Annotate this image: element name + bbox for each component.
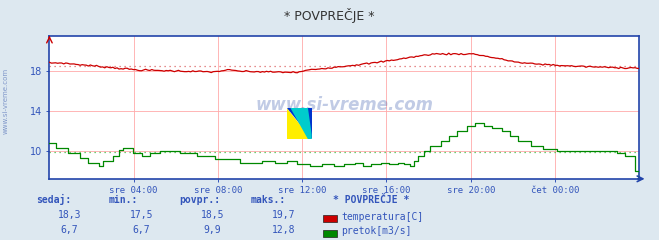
Text: min.:: min.: [109, 195, 138, 205]
Text: 18,5: 18,5 [200, 210, 224, 220]
Text: * POVPREČJE *: * POVPREČJE * [284, 8, 375, 24]
Text: pretok[m3/s]: pretok[m3/s] [341, 227, 412, 236]
Text: www.si-vreme.com: www.si-vreme.com [255, 96, 434, 114]
Text: 18,3: 18,3 [57, 210, 81, 220]
Polygon shape [287, 108, 312, 139]
Text: sedaj:: sedaj: [36, 194, 71, 205]
Text: www.si-vreme.com: www.si-vreme.com [2, 68, 9, 134]
Text: 9,9: 9,9 [204, 225, 221, 235]
Polygon shape [287, 108, 312, 139]
Text: 6,7: 6,7 [133, 225, 150, 235]
Text: 17,5: 17,5 [130, 210, 154, 220]
Text: 6,7: 6,7 [61, 225, 78, 235]
Text: maks.:: maks.: [250, 195, 285, 205]
Text: 19,7: 19,7 [272, 210, 295, 220]
Text: 12,8: 12,8 [272, 225, 295, 235]
Polygon shape [291, 108, 312, 139]
Text: temperatura[C]: temperatura[C] [341, 212, 424, 222]
Text: povpr.:: povpr.: [179, 195, 220, 205]
Text: * POVPREČJE *: * POVPREČJE * [333, 195, 409, 205]
